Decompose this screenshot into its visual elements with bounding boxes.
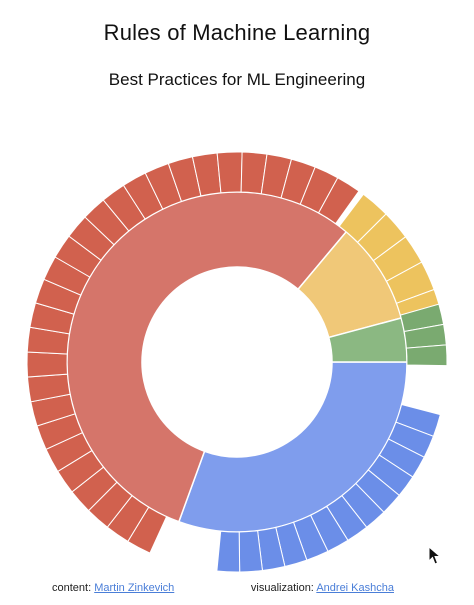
outer-leaf-1-13[interactable] bbox=[216, 530, 241, 573]
page-title: Rules of Machine Learning bbox=[103, 20, 371, 45]
outer-leaf-4-3[interactable] bbox=[405, 344, 448, 367]
visualization-credit: visualization: Andrei Kashcha bbox=[251, 582, 394, 594]
mouse-pointer-icon bbox=[428, 546, 442, 565]
outer-ring bbox=[26, 151, 448, 573]
content-credit-label: content: bbox=[52, 582, 92, 594]
page-subtitle: Best Practices for ML Engineering bbox=[108, 70, 366, 89]
visualization-credit-label: visualization: bbox=[250, 582, 314, 594]
outer-leaf-2-28[interactable] bbox=[317, 177, 360, 225]
content-credit: content: Martin Zinkevich bbox=[52, 582, 174, 594]
content-author-link[interactable]: Martin Zinkevich bbox=[94, 582, 175, 594]
outer-leaf-2-23[interactable] bbox=[216, 151, 243, 194]
outer-leaf-2-10[interactable] bbox=[26, 351, 68, 378]
visualization-author-link[interactable]: Andrei Kashcha bbox=[316, 582, 394, 594]
middle-ring bbox=[66, 191, 408, 533]
